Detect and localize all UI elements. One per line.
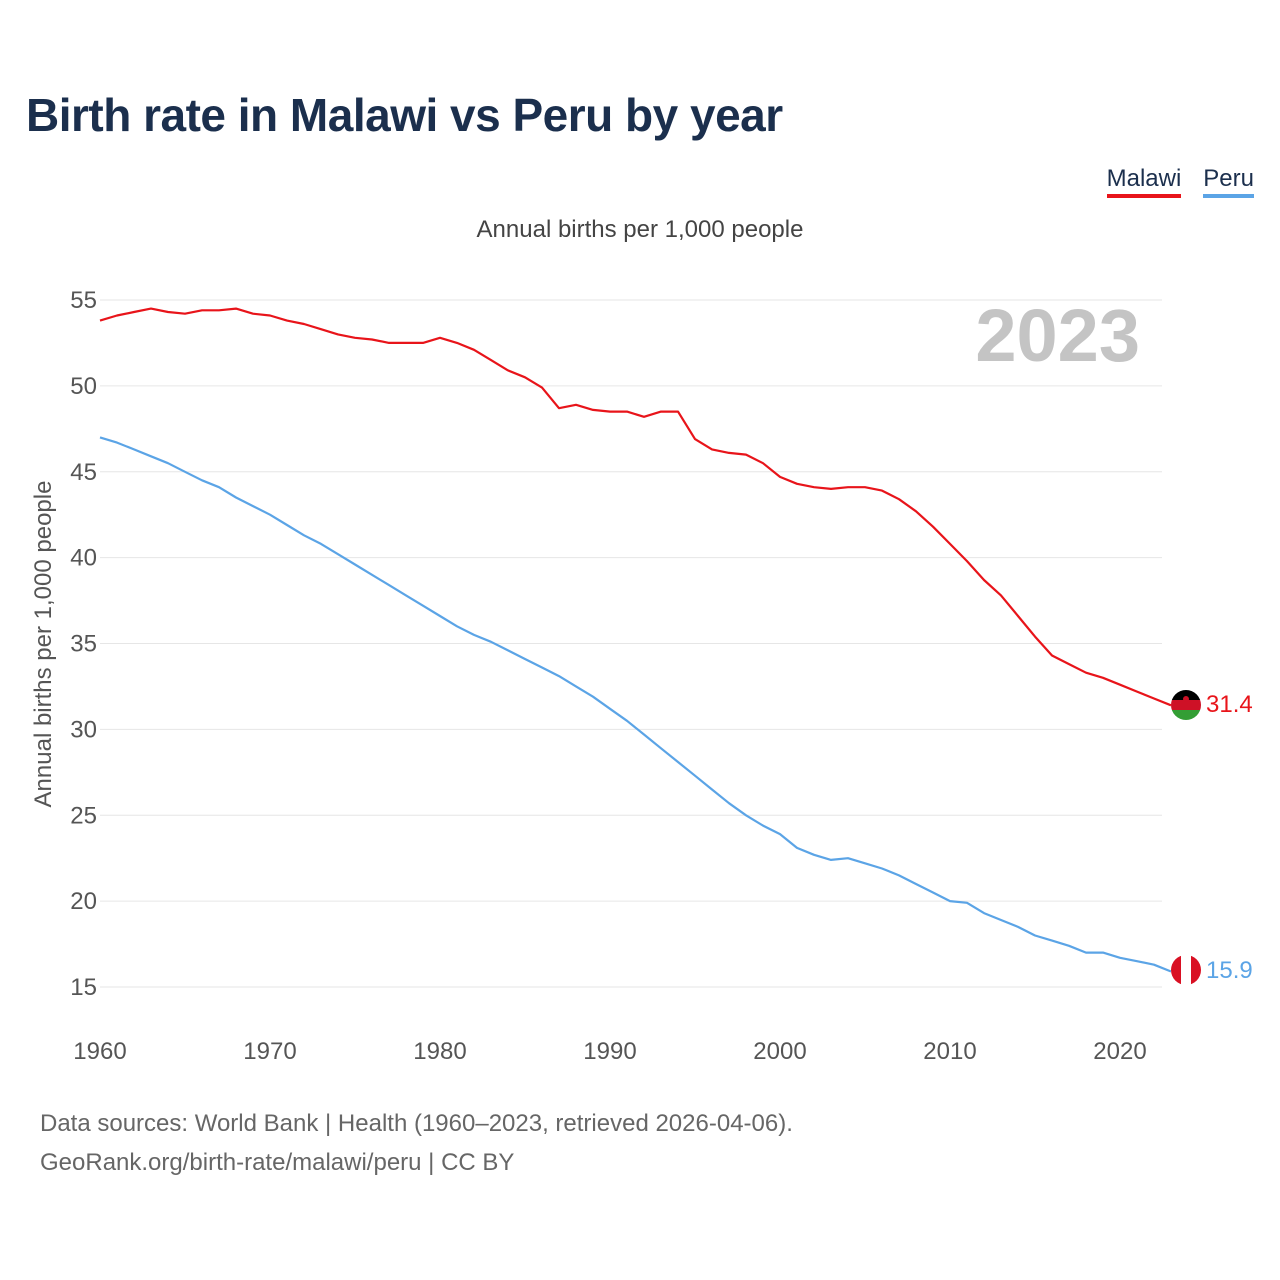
y-tick-label: 35 (70, 631, 97, 658)
y-tick-label: 55 (70, 287, 97, 314)
malawi-flag-icon (1171, 690, 1201, 720)
x-tick-label: 1960 (73, 1038, 126, 1065)
chart-subtitle: Annual births per 1,000 people (476, 216, 804, 243)
peru-flag-icon (1171, 955, 1201, 985)
x-tick-label: 1980 (413, 1038, 466, 1065)
legend: Malawi Peru (1106, 166, 1254, 198)
line-chart: 15 20 25 30 35 40 45 50 55 1960 1970 1980 1990 2000 2… (30, 287, 1253, 1065)
y-axis-ticks: 15 20 25 30 35 40 45 50 55 (70, 287, 97, 1001)
y-tick-label: 30 (70, 716, 97, 743)
legend-item-peru[interactable]: Peru (1203, 166, 1254, 198)
y-axis-label: Annual births per 1,000 people (30, 481, 57, 808)
footer-sources: Data sources: World Bank | Health (1960–… (40, 1110, 793, 1137)
y-tick-label: 20 (70, 888, 97, 915)
chart-title: Birth rate in Malawi vs Peru by year (26, 89, 783, 141)
y-tick-label: 50 (70, 373, 97, 400)
series-layer (99, 307, 1172, 973)
y-tick-label: 15 (70, 974, 97, 1001)
gridlines (100, 299, 1162, 988)
legend-item-malawi[interactable]: Malawi (1106, 166, 1182, 198)
footer: Data sources: World Bank | Health (1960–… (40, 1104, 793, 1182)
year-overlay: 2023 (975, 294, 1140, 377)
y-tick-label: 25 (70, 802, 97, 829)
end-label-malawi: 31.4 (1206, 691, 1253, 718)
x-tick-label: 2010 (923, 1038, 976, 1065)
series-line-peru (99, 436, 1172, 973)
end-label-peru: 15.9 (1206, 957, 1253, 984)
x-tick-label: 2000 (753, 1038, 806, 1065)
footer-link[interactable]: GeoRank.org/birth-rate/malawi/peru | CC … (40, 1149, 515, 1176)
x-tick-label: 2020 (1093, 1038, 1146, 1065)
x-axis-ticks: 1960 1970 1980 1990 2000 2010 2020 (73, 1038, 1146, 1065)
y-tick-label: 45 (70, 459, 97, 486)
x-tick-label: 1970 (243, 1038, 296, 1065)
y-tick-label: 40 (70, 545, 97, 572)
x-tick-label: 1990 (583, 1038, 636, 1065)
series-line-malawi (99, 307, 1172, 707)
